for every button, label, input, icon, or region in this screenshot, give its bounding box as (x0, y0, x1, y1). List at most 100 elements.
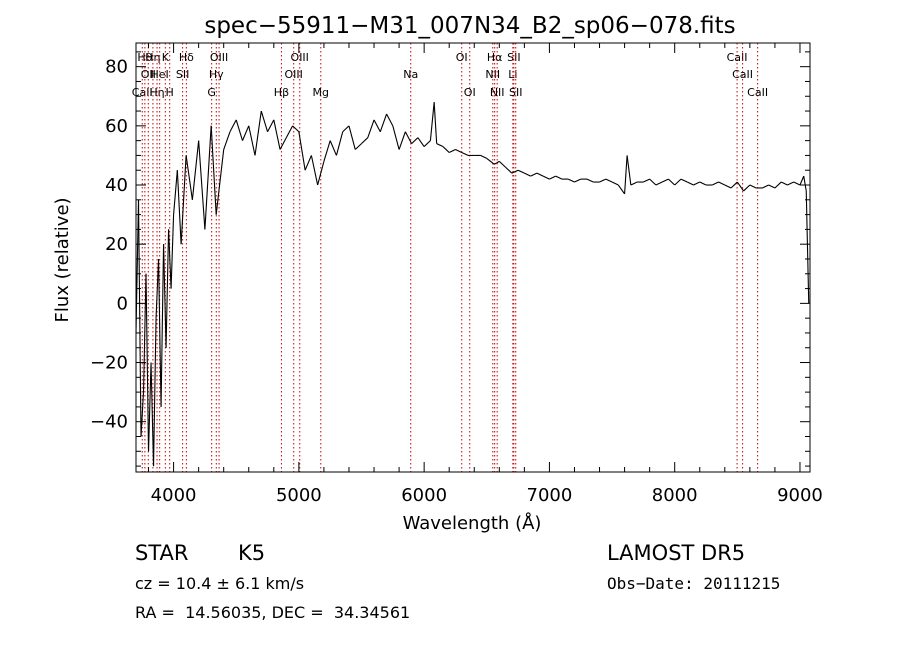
spectrum-segment (367, 119, 375, 138)
spectrum-segment (392, 125, 400, 150)
spectrum-segment (718, 181, 726, 186)
spectrum-segment (448, 149, 456, 153)
spectrum-segment (204, 125, 212, 230)
spectrum-segment (605, 178, 613, 183)
spectrum-segment (176, 170, 182, 245)
spectrum-segment (279, 137, 287, 150)
spectrum-segment (599, 178, 607, 183)
spectrum-segment (486, 157, 495, 165)
spectrum-segment (170, 214, 175, 289)
spectrum-segment (712, 181, 719, 186)
spectrum-series (135, 102, 810, 467)
line-marker-label: OII (141, 68, 156, 81)
x-axis: 4000 5000 6000 7000 8000 9000 (148, 43, 823, 506)
spectrum-segment (611, 181, 619, 186)
spectrum-segment (661, 178, 669, 183)
y-axis-label: Flux (relative) (52, 197, 73, 322)
spectrum-segment (762, 184, 769, 189)
spectrum-segment (674, 178, 682, 186)
spectrum-segment (455, 149, 462, 153)
y-tick-label: −40 (90, 412, 128, 433)
y-axis: −40 −20 0 20 40 60 80 (90, 51, 810, 467)
spectrum-segment (803, 176, 807, 192)
spectrum-segment (379, 113, 388, 132)
spectrum-segment (317, 161, 325, 186)
spectrum-segment (223, 131, 231, 150)
spectrum-segment (743, 184, 751, 192)
spectrum-segment (511, 169, 519, 174)
spectrum-segment (267, 119, 275, 133)
spectrum-segment (155, 258, 160, 319)
x-tick-label: 8000 (652, 485, 698, 506)
spectrum-segment (142, 273, 147, 393)
spectrum-segment (494, 160, 500, 165)
spectrum-segment (498, 160, 506, 168)
spectrum-segment (680, 178, 688, 183)
spectrum-segment (140, 392, 145, 437)
spectrum-segment (768, 184, 776, 189)
line-marker-label: SII (509, 86, 522, 99)
spectrum-segment (586, 178, 594, 183)
line-marker-label: CaII (132, 86, 153, 99)
y-tick-label: 60 (105, 116, 128, 137)
x-tick-label: 6000 (401, 485, 447, 506)
spectrum-segment (348, 125, 356, 150)
spectrum-segment (342, 125, 350, 133)
line-markers: CaIIHθOIIHηHηHeIKHSIIHδGHγOIIIHβOIIIOIII… (132, 43, 768, 472)
spectrum-segment (310, 155, 319, 186)
spectrum-segment (567, 178, 575, 183)
spectrum-segment (693, 181, 700, 186)
line-marker-label: Hα (487, 51, 503, 64)
obs-date-label: Obs−Date: 20111215 (607, 574, 781, 593)
spectrum-segment (273, 119, 281, 150)
spectrum-segment (749, 184, 757, 189)
spectrum-segment (617, 184, 626, 195)
spectrum-segment (730, 181, 738, 189)
line-marker-label: NII (485, 68, 500, 81)
spectrum-segment (191, 140, 200, 200)
spectrum-segment (185, 155, 193, 200)
spectrum-segment (805, 190, 810, 304)
x-tick-label: 4000 (151, 485, 197, 506)
spectrum-segment (442, 146, 450, 153)
spectrum-segment (549, 175, 556, 180)
spectrum-segment (630, 181, 638, 186)
line-marker-label: OIII (291, 51, 309, 64)
spectrum-segment (624, 155, 628, 194)
chart-title: spec−55911−M31_007N34_B2_sp06−078.fits (204, 13, 735, 39)
class-label: STAR (135, 541, 189, 565)
line-marker-label: NII (490, 86, 505, 99)
spectrum-segment (787, 181, 794, 186)
redshift-label: cz = 10.4 ± 6.1 km/s (135, 574, 305, 593)
spectrum-segment (461, 151, 469, 156)
line-marker-label: CaII (747, 86, 768, 99)
spectrum-segment (254, 110, 262, 156)
line-marker-label: CaII (732, 68, 753, 81)
x-tick-label: 5000 (276, 485, 322, 506)
spectrum-segment (354, 143, 362, 150)
spectrum-segment (298, 131, 306, 171)
spectrum-segment (530, 172, 538, 177)
line-marker-label: SII (507, 51, 520, 64)
spectrum-segment (165, 229, 170, 348)
spectrum-segment (335, 131, 344, 156)
spectrum-segment (686, 181, 694, 186)
line-marker-label: OI (464, 86, 476, 99)
spectrum-segment (147, 362, 152, 452)
line-marker-label: Hδ (179, 51, 194, 64)
coordinates-label: RA = 14.56035, DEC = 34.34561 (135, 603, 411, 622)
survey-label: LAMOST DR5 (607, 541, 746, 565)
y-tick-label: −20 (90, 353, 128, 374)
spectrum-segment (285, 125, 294, 138)
spectrum-segment (160, 244, 165, 407)
spectrum-segment (150, 362, 155, 467)
spectrum-segment (292, 125, 300, 133)
line-marker-label: OI (456, 51, 468, 64)
line-marker-label: Hγ (209, 68, 224, 81)
line-marker-label: Li (508, 68, 517, 81)
subclass-label: K5 (238, 541, 266, 565)
spectrum-segment (210, 125, 217, 215)
line-marker-label: Hθ (137, 51, 152, 64)
spectrum-segment (626, 155, 632, 186)
